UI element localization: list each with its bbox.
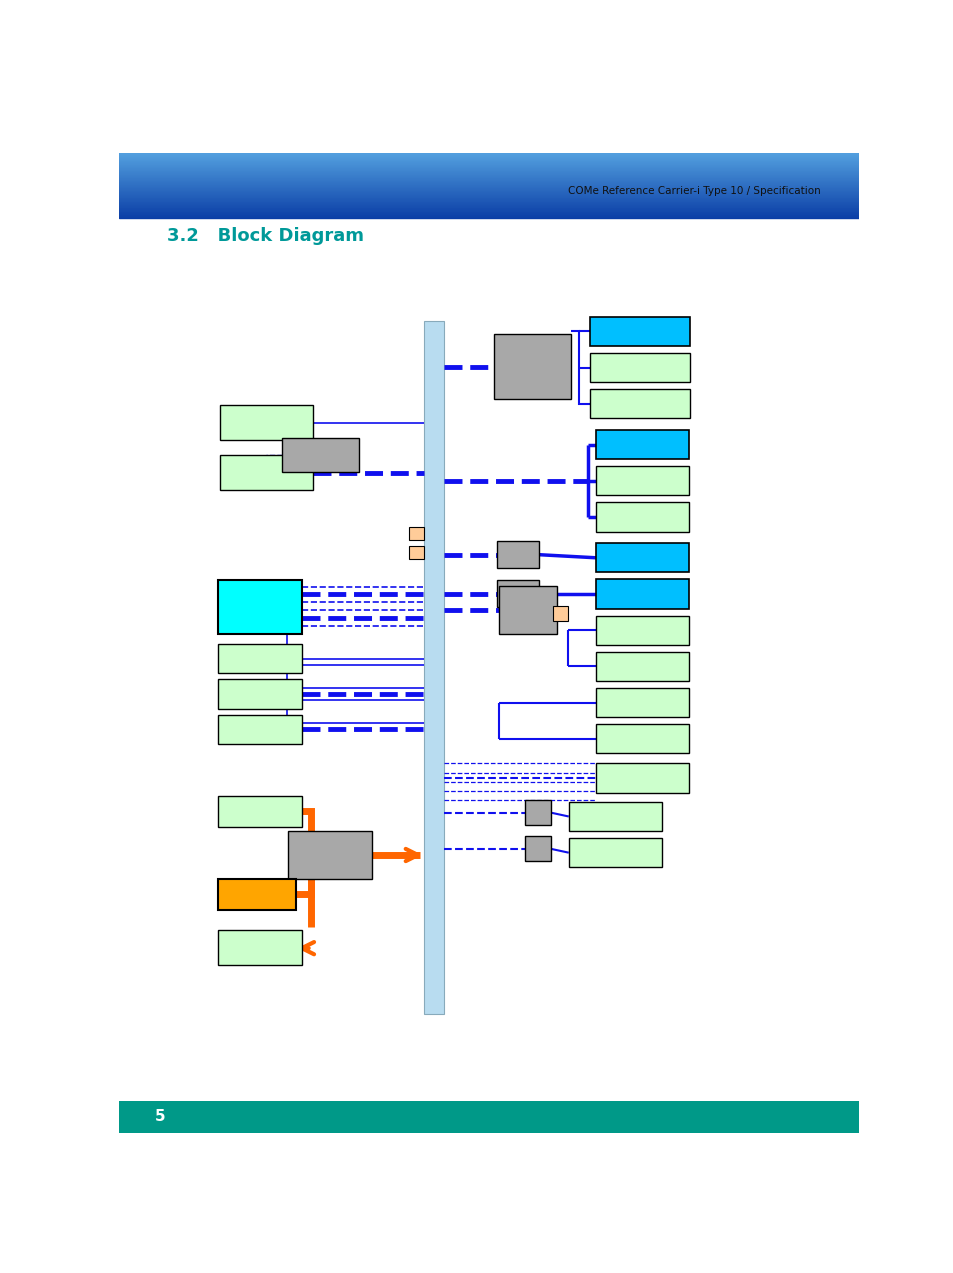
Bar bbox=[596, 466, 688, 495]
Bar bbox=[218, 580, 302, 634]
Bar bbox=[590, 390, 689, 419]
Bar bbox=[596, 764, 688, 793]
Bar bbox=[525, 799, 550, 825]
Bar bbox=[596, 616, 688, 645]
Bar bbox=[497, 541, 538, 568]
Bar bbox=[423, 321, 443, 1013]
Bar bbox=[218, 644, 302, 673]
Bar bbox=[596, 503, 688, 532]
Bar bbox=[568, 802, 661, 831]
Bar bbox=[596, 544, 688, 573]
Bar bbox=[409, 527, 423, 540]
Bar bbox=[220, 456, 313, 490]
Bar bbox=[596, 579, 688, 608]
Bar bbox=[596, 430, 688, 460]
Bar bbox=[596, 724, 688, 754]
Bar bbox=[218, 878, 295, 910]
Bar bbox=[218, 796, 302, 826]
Bar bbox=[220, 405, 313, 440]
Bar bbox=[119, 1101, 858, 1133]
Bar bbox=[218, 931, 302, 965]
Bar bbox=[590, 317, 689, 346]
Bar bbox=[596, 687, 688, 717]
Bar bbox=[218, 715, 302, 745]
Bar bbox=[596, 652, 688, 681]
Bar bbox=[590, 353, 689, 382]
Text: 3.2   Block Diagram: 3.2 Block Diagram bbox=[167, 227, 364, 244]
Bar bbox=[525, 836, 550, 861]
Text: 5: 5 bbox=[154, 1109, 166, 1124]
Bar bbox=[218, 680, 302, 709]
Bar bbox=[409, 546, 423, 559]
Bar bbox=[288, 831, 372, 878]
Bar bbox=[553, 606, 567, 621]
Bar bbox=[493, 334, 571, 400]
Bar bbox=[498, 587, 557, 634]
Bar bbox=[568, 838, 661, 867]
Text: COMe Reference Carrier-i Type 10 / Specification: COMe Reference Carrier-i Type 10 / Speci… bbox=[567, 186, 820, 196]
Bar bbox=[282, 438, 359, 472]
Bar bbox=[497, 580, 538, 607]
